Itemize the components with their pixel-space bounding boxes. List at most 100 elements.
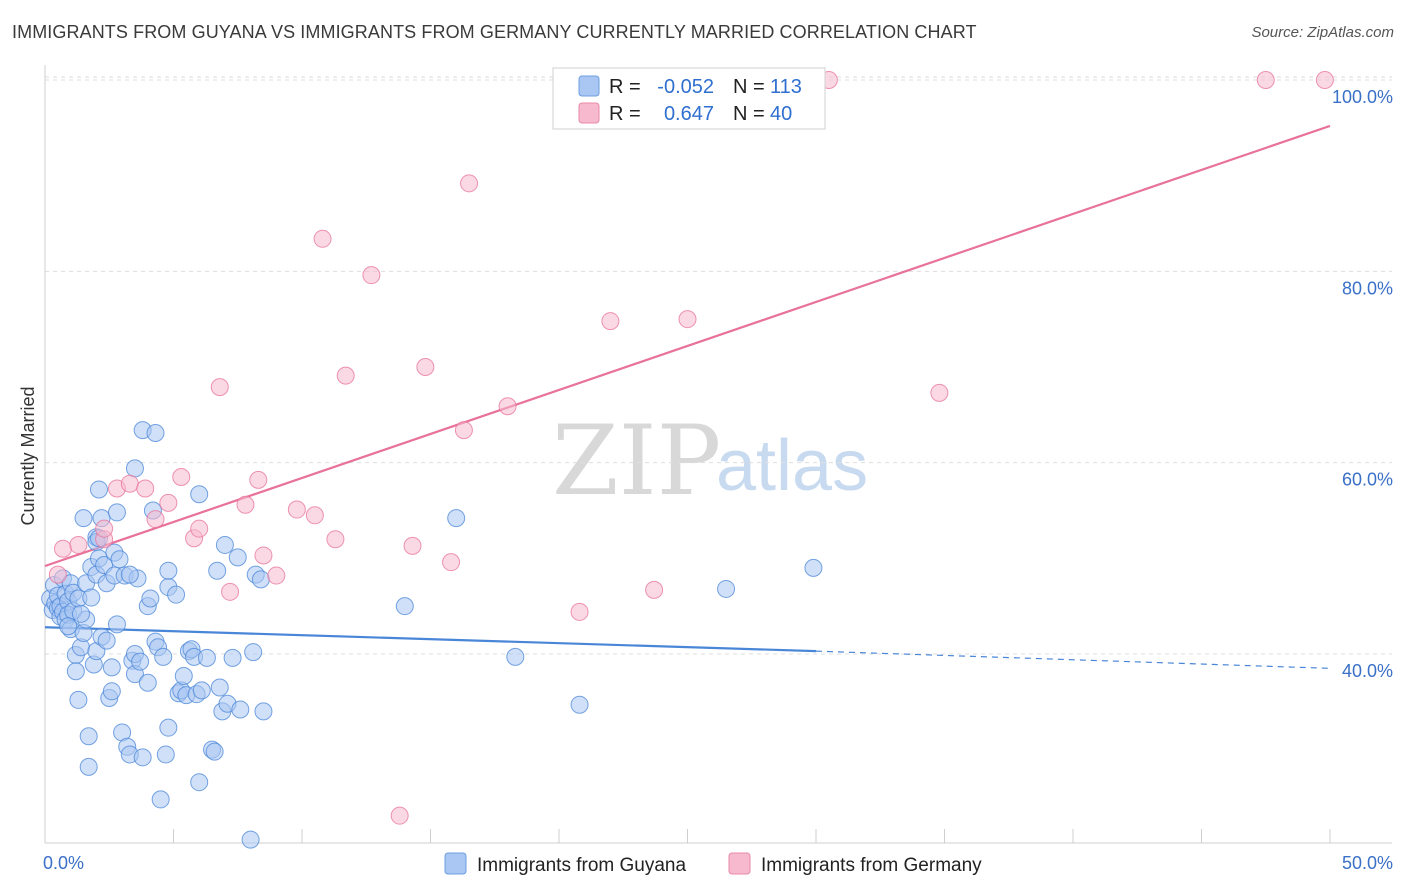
point-germany (267, 566, 286, 585)
point-guyana (156, 745, 175, 764)
point-germany (326, 530, 345, 549)
y-tick-label: 80.0% (1342, 278, 1393, 298)
point-guyana (254, 702, 273, 721)
point-guyana (174, 667, 193, 686)
legend-r-value-guyana: -0.052 (657, 76, 714, 98)
trend-lines (44, 124, 1331, 669)
point-germany (53, 539, 72, 558)
point-guyana (210, 678, 229, 697)
axes: 40.0% 60.0% 80.0% 100.0% 0.0% 50.0% (43, 65, 1393, 873)
legend-r-label-germany: R = (609, 103, 641, 125)
watermark-atlas: atlas (716, 426, 868, 506)
point-guyana (241, 830, 260, 849)
point-guyana (97, 631, 116, 650)
point-guyana (215, 535, 234, 554)
point-guyana (197, 648, 216, 667)
bottom-legend-label-guyana: Immigrants from Guyana (477, 855, 686, 876)
point-guyana (107, 503, 126, 522)
legend-n-label-germany: N = (733, 103, 765, 125)
point-germany (69, 535, 88, 554)
point-guyana (167, 585, 186, 604)
point-guyana (190, 773, 209, 792)
y-tick-label: 60.0% (1342, 470, 1393, 490)
y-tick-label: 40.0% (1342, 661, 1393, 681)
point-guyana (79, 727, 98, 746)
point-germany (159, 493, 178, 512)
x-tick-label-max: 50.0% (1342, 853, 1393, 873)
point-germany (362, 266, 381, 285)
point-guyana (717, 579, 736, 598)
series-legend: Immigrants from Guyana Immigrants from G… (444, 852, 982, 876)
point-guyana (133, 748, 152, 767)
trend-line-germany (44, 124, 1331, 568)
grid-lines (45, 76, 1392, 655)
legend-n-value-germany: 40 (770, 103, 792, 125)
y-tick-label: 100.0% (1332, 87, 1393, 107)
watermark-zip: ZIP (552, 405, 721, 517)
legend-swatch-guyana (578, 75, 600, 97)
point-guyana (159, 718, 178, 737)
point-guyana (141, 589, 160, 608)
bottom-legend-swatch-germany (728, 852, 751, 875)
point-guyana (159, 561, 178, 580)
point-guyana (138, 673, 157, 692)
point-germany (95, 519, 114, 538)
point-guyana (120, 565, 139, 584)
point-germany (454, 421, 473, 440)
point-germany (930, 383, 949, 402)
point-germany (136, 479, 155, 498)
point-guyana (395, 597, 414, 616)
legend-swatch-germany (578, 102, 600, 124)
point-guyana (69, 690, 88, 709)
point-germany (498, 397, 517, 416)
data-points (41, 71, 1334, 849)
legend-r-value-germany: 0.647 (664, 103, 714, 125)
point-guyana (231, 700, 250, 719)
point-germany (570, 602, 589, 621)
point-guyana (107, 615, 126, 634)
source-label: Source: ZipAtlas.com (1251, 24, 1394, 41)
point-germany (48, 565, 67, 584)
point-germany (287, 500, 306, 519)
point-guyana (146, 424, 165, 443)
point-germany (146, 510, 165, 529)
point-germany (313, 229, 332, 248)
point-germany (1256, 71, 1275, 89)
point-germany (460, 174, 479, 193)
point-germany (190, 519, 209, 538)
point-guyana (251, 570, 270, 589)
point-guyana (570, 695, 589, 714)
point-guyana (506, 647, 525, 666)
point-germany (678, 310, 697, 329)
stats-legend: R = -0.052 N = 113 R = 0.647 N = 40 (552, 67, 826, 130)
point-germany (416, 358, 435, 376)
point-germany (172, 468, 191, 487)
point-guyana (79, 757, 98, 776)
point-germany (305, 506, 324, 525)
point-guyana (205, 742, 224, 761)
bottom-legend-label-germany: Immigrants from Germany (761, 855, 982, 876)
point-germany (601, 312, 620, 331)
point-guyana (804, 558, 823, 577)
bottom-legend-swatch-guyana (444, 852, 467, 875)
point-guyana (82, 588, 101, 607)
point-germany (442, 553, 461, 572)
point-guyana (74, 509, 93, 528)
point-guyana (131, 652, 150, 671)
point-guyana (66, 662, 85, 681)
point-germany (390, 806, 409, 825)
point-guyana (110, 550, 129, 569)
point-guyana (154, 647, 173, 666)
legend-r-label-guyana: R = (609, 76, 641, 98)
point-germany (336, 366, 355, 385)
point-germany (645, 580, 664, 599)
x-tick-label-min: 0.0% (43, 853, 84, 873)
point-germany (1315, 71, 1334, 89)
point-guyana (208, 561, 227, 580)
legend-n-label-guyana: N = (733, 76, 765, 98)
trend-line-guyana (44, 626, 817, 653)
point-germany (249, 470, 268, 489)
chart-title: IMMIGRANTS FROM GUYANA VS IMMIGRANTS FRO… (12, 22, 977, 42)
point-germany (403, 536, 422, 555)
